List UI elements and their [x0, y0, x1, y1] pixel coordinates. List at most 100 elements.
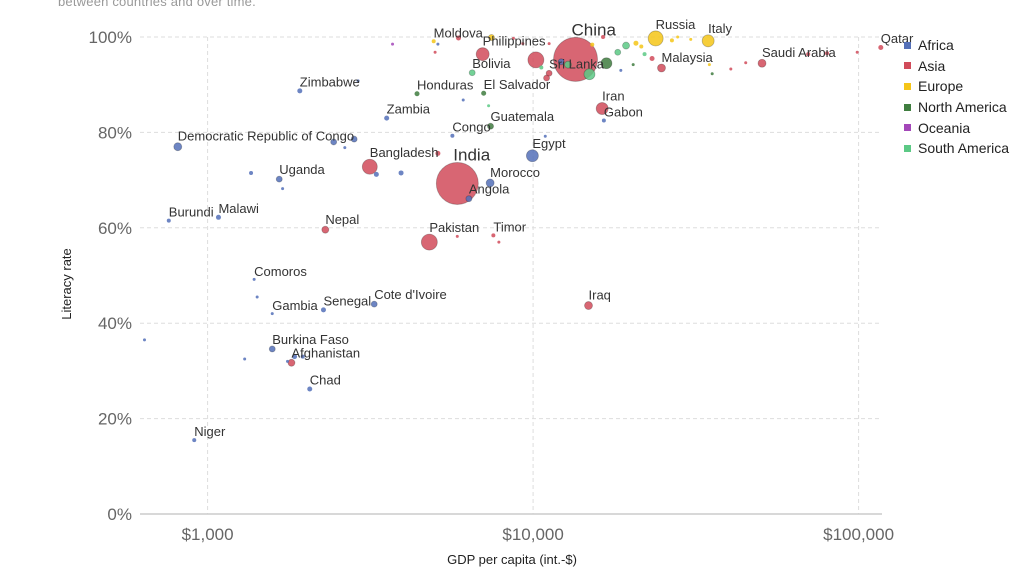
data-point[interactable]: [601, 35, 606, 39]
data-point[interactable]: [806, 52, 811, 57]
data-point[interactable]: [275, 175, 283, 183]
data-point[interactable]: [855, 50, 859, 54]
data-point[interactable]: [543, 74, 550, 82]
data-point[interactable]: [583, 68, 596, 81]
data-point[interactable]: [384, 115, 390, 121]
data-point[interactable]: [350, 135, 358, 143]
data-point[interactable]: [435, 162, 479, 205]
data-point[interactable]: [370, 300, 378, 308]
data-point[interactable]: [343, 146, 347, 150]
data-point[interactable]: [461, 98, 465, 102]
data-point[interactable]: [391, 42, 395, 46]
data-point[interactable]: [689, 37, 693, 41]
data-point[interactable]: [676, 35, 680, 39]
data-point[interactable]: [420, 233, 438, 251]
data-point[interactable]: [321, 225, 330, 234]
data-point[interactable]: [361, 158, 378, 175]
data-label: Saudi Arabia: [762, 45, 836, 60]
data-point[interactable]: [487, 104, 491, 108]
data-point[interactable]: [450, 133, 455, 138]
data-point[interactable]: [414, 91, 420, 97]
data-point[interactable]: [330, 138, 338, 146]
legend-item[interactable]: Africa: [904, 35, 1009, 56]
data-point[interactable]: [639, 44, 644, 49]
data-point[interactable]: [590, 42, 595, 47]
data-point[interactable]: [527, 51, 545, 69]
data-point[interactable]: [878, 44, 884, 50]
data-point[interactable]: [601, 118, 606, 123]
data-point[interactable]: [373, 171, 379, 177]
data-point[interactable]: [543, 134, 547, 138]
data-point[interactable]: [633, 40, 639, 46]
data-point[interactable]: [433, 50, 437, 54]
data-point[interactable]: [320, 307, 326, 313]
data-point[interactable]: [497, 240, 501, 244]
data-point[interactable]: [481, 90, 487, 96]
data-point[interactable]: [545, 69, 553, 77]
data-point[interactable]: [166, 218, 171, 223]
data-point[interactable]: [491, 233, 496, 238]
data-point[interactable]: [192, 438, 197, 443]
data-point[interactable]: [657, 63, 666, 73]
data-point[interactable]: [255, 295, 259, 299]
data-point[interactable]: [435, 150, 441, 156]
data-point[interactable]: [584, 301, 593, 310]
data-point[interactable]: [270, 312, 274, 316]
data-point[interactable]: [511, 36, 515, 40]
data-point[interactable]: [557, 58, 565, 66]
data-point[interactable]: [215, 214, 221, 220]
data-point[interactable]: [631, 63, 635, 67]
data-point[interactable]: [710, 72, 714, 76]
data-point[interactable]: [707, 63, 711, 67]
data-point[interactable]: [292, 354, 298, 360]
data-point[interactable]: [465, 195, 473, 203]
data-point[interactable]: [701, 34, 715, 48]
data-point[interactable]: [173, 142, 183, 152]
data-point[interactable]: [485, 178, 495, 188]
data-point[interactable]: [595, 102, 609, 115]
data-point[interactable]: [142, 338, 146, 342]
data-point[interactable]: [649, 55, 655, 61]
data-point[interactable]: [281, 187, 285, 191]
data-point[interactable]: [600, 57, 613, 70]
data-point[interactable]: [287, 358, 296, 367]
data-point[interactable]: [729, 67, 733, 71]
data-point[interactable]: [297, 88, 303, 94]
data-point[interactable]: [356, 79, 360, 83]
data-point[interactable]: [647, 30, 664, 47]
data-point[interactable]: [622, 41, 630, 50]
data-point[interactable]: [488, 34, 495, 41]
legend-item[interactable]: Europe: [904, 76, 1009, 97]
data-point[interactable]: [547, 42, 551, 46]
data-point[interactable]: [619, 68, 623, 72]
data-point[interactable]: [642, 52, 647, 57]
data-point[interactable]: [468, 69, 476, 77]
legend-item[interactable]: South America: [904, 138, 1009, 159]
data-point[interactable]: [268, 345, 276, 353]
data-point[interactable]: [475, 47, 490, 62]
data-point[interactable]: [455, 35, 461, 41]
data-point[interactable]: [521, 42, 525, 46]
data-point[interactable]: [249, 170, 254, 175]
data-point[interactable]: [243, 357, 247, 361]
data-point[interactable]: [614, 48, 622, 56]
legend-item[interactable]: North America: [904, 97, 1009, 118]
data-point[interactable]: [307, 386, 313, 392]
data-point[interactable]: [436, 42, 440, 46]
data-point[interactable]: [539, 65, 544, 70]
data-point[interactable]: [398, 170, 404, 176]
data-point[interactable]: [744, 61, 748, 65]
data-point[interactable]: [285, 359, 289, 363]
data-point[interactable]: [564, 60, 572, 69]
data-point[interactable]: [825, 51, 830, 56]
data-point[interactable]: [487, 122, 494, 130]
data-point[interactable]: [525, 149, 539, 163]
legend-item[interactable]: Oceania: [904, 117, 1009, 138]
data-point[interactable]: [757, 58, 767, 68]
data-point[interactable]: [300, 354, 305, 359]
data-point[interactable]: [252, 277, 256, 281]
data-point[interactable]: [455, 234, 459, 238]
legend-item[interactable]: Asia: [904, 56, 1009, 77]
data-point[interactable]: [669, 38, 674, 43]
data-point[interactable]: [431, 39, 436, 44]
